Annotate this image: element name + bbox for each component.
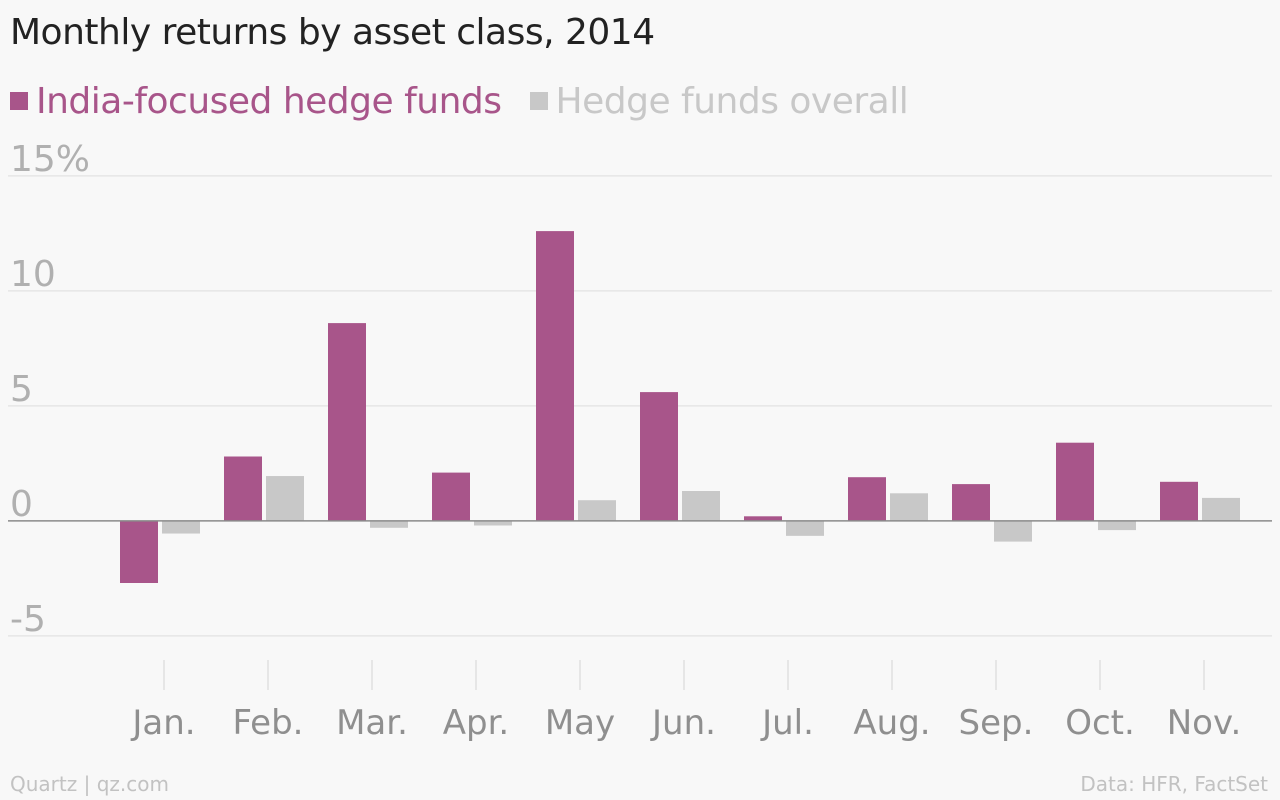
bar-india: [536, 231, 574, 521]
bar-overall: [162, 520, 200, 534]
legend-item-overall: Hedge funds overall: [529, 80, 909, 122]
bar-overall: [578, 500, 616, 521]
legend-label-india: India-focused hedge funds: [36, 80, 502, 122]
footer-credit: Quartz | qz.com: [10, 772, 169, 796]
y-tick-label: 5: [10, 369, 33, 410]
bar-overall: [1202, 497, 1240, 521]
y-tick-label: 0: [10, 484, 33, 525]
bar-india: [120, 520, 158, 583]
bar-india: [1160, 481, 1198, 521]
bar-overall: [474, 520, 512, 526]
legend-item-india: India-focused hedge funds: [10, 81, 502, 122]
bar-india: [952, 484, 990, 521]
x-tick-label: Jul.: [760, 703, 814, 743]
legend-label-overall: Hedge funds overall: [555, 80, 909, 122]
footer-source: Data: HFR, FactSet: [1080, 772, 1268, 796]
bar-overall: [786, 520, 824, 536]
y-tick-label: -5: [10, 599, 46, 640]
legend-swatch-overall: [529, 92, 548, 110]
bar-overall: [266, 476, 304, 521]
x-tick-label: Jan.: [130, 703, 195, 743]
chart-legend: India-focused hedge funds Hedge funds ov…: [10, 78, 936, 124]
x-tick-label: Feb.: [232, 703, 303, 743]
y-tick-label: 10: [10, 254, 56, 295]
x-tick-label: Apr.: [443, 703, 510, 743]
chart-title: Monthly returns by asset class, 2014: [10, 12, 655, 53]
bar-overall: [1098, 520, 1136, 531]
bar-india: [848, 477, 886, 521]
x-tick-label: Sep.: [959, 703, 1034, 743]
legend-swatch-india: [10, 92, 28, 110]
x-tick-label: Aug.: [853, 703, 930, 743]
bar-india: [640, 392, 678, 521]
x-tick-label: Mar.: [336, 703, 408, 743]
x-tick-label: May: [545, 703, 615, 743]
bar-india: [432, 472, 470, 521]
bar-india: [1056, 442, 1094, 521]
x-tick-label: Jun.: [650, 703, 716, 743]
bar-india: [328, 323, 366, 521]
bar-overall: [994, 520, 1032, 542]
bar-overall: [890, 493, 928, 521]
bar-india: [224, 456, 262, 521]
x-tick-label: Oct.: [1065, 703, 1135, 743]
bar-overall: [370, 520, 408, 528]
bar-india: [744, 516, 782, 521]
y-tick-label: 15%: [10, 139, 90, 180]
x-tick-label: Nov.: [1167, 703, 1242, 743]
bar-overall: [682, 491, 720, 521]
